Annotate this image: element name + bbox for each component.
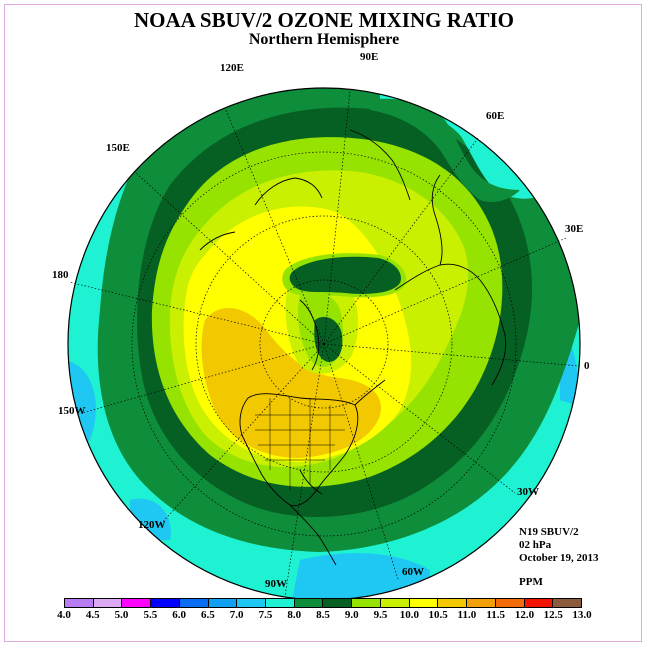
colorbar	[64, 598, 582, 608]
graticule	[68, 90, 581, 597]
colorbar-tick-label: 7.0	[229, 609, 244, 621]
instrument-label: N19 SBUV/2	[519, 526, 579, 538]
colorbar-swatch-6	[237, 599, 267, 607]
colorbar-tick-label: 10.5	[428, 609, 448, 621]
lon-label-150w: 150W	[58, 405, 86, 417]
lon-label-30e: 30E	[565, 223, 584, 235]
pressure-level-label: 02 hPa	[519, 539, 552, 551]
colorbar-tick-label: 10.0	[399, 609, 419, 621]
info-block: N19 SBUV/2 02 hPa October 19, 2013	[519, 526, 599, 565]
colorbar-swatch-9	[323, 599, 353, 607]
lon-label-90e: 90E	[360, 51, 379, 63]
colorbar-tick-label: 11.5	[486, 609, 505, 621]
figure-frame	[4, 4, 642, 642]
colorbar-tick-label: 7.5	[258, 609, 273, 621]
colorbar-tick-label: 8.0	[287, 609, 302, 621]
colorbar-tick-label: 8.5	[316, 609, 330, 621]
lon-label-30w: 30W	[517, 486, 539, 498]
colorbar-swatch-4	[179, 599, 209, 607]
colorbar-tick-label: 5.0	[114, 609, 129, 621]
map-title: NOAA SBUV/2 OZONE MIXING RATIO	[134, 8, 514, 32]
colorbar-swatch-11	[380, 599, 410, 607]
colorbar-swatch-13	[438, 599, 468, 607]
lon-label-150e: 150E	[106, 142, 130, 154]
colorbar-swatch-16	[524, 599, 554, 607]
lon-label-0: 0	[584, 360, 590, 372]
colorbar-tick-label: 5.5	[143, 609, 158, 621]
colorbar-tick-label: 6.5	[201, 609, 215, 621]
cap-8-5	[289, 256, 402, 294]
colorbar-tick-label: 6.0	[172, 609, 186, 621]
colorbar-tick-label: 9.0	[344, 609, 359, 621]
colorbar-tick-label: 12.0	[514, 609, 535, 621]
colorbar-swatch-3	[151, 599, 180, 607]
colorbar-swatch-15	[495, 599, 525, 607]
units-label: PPM	[519, 576, 543, 588]
colorbar-tick-label: 9.5	[373, 609, 388, 621]
lon-label-90w: 90W	[265, 578, 287, 590]
us-states	[255, 398, 345, 490]
colorbar-swatch-1	[93, 599, 123, 607]
coastlines	[199, 129, 507, 566]
ring-10-5	[201, 308, 381, 458]
colorbar-tick-label: 11.0	[457, 609, 477, 621]
colorbar-swatch-12	[409, 599, 439, 607]
colorbar-swatch-8	[294, 599, 324, 607]
colorbar-swatch-17	[553, 599, 581, 607]
colorbar-ticks: 4.0 4.5 5.0 5.5 6.0 6.5 7.0 7.5 8.0 8.5 9.0 9.5 10.0…	[57, 609, 592, 623]
colorbar-tick-label: 13.0	[572, 609, 592, 621]
map-subtitle: Northern Hemisphere	[248, 31, 400, 48]
colorbar-tick-label: 12.5	[543, 609, 563, 621]
colorbar-tick-label: 4.0	[57, 609, 71, 621]
top-cap-8-0	[370, 98, 520, 202]
lon-label-60w: 60W	[402, 566, 424, 578]
colorbar-swatch-5	[208, 599, 238, 607]
lon-label-60e: 60E	[486, 110, 505, 122]
lon-label-180: 180	[52, 269, 69, 281]
colorbar-swatch-2	[122, 599, 152, 607]
pole-8-5	[314, 316, 343, 362]
date-label: October 19, 2013	[519, 552, 599, 564]
lon-label-120w: 120W	[138, 519, 166, 531]
colorbar-tick-label: 4.5	[85, 609, 100, 621]
colorbar-swatch-14	[467, 599, 496, 607]
colorbar-swatch-0	[65, 599, 94, 607]
colorbar-swatch-7	[266, 599, 295, 607]
lon-label-120e: 120E	[220, 62, 244, 74]
colorbar-swatch-10	[352, 599, 381, 607]
